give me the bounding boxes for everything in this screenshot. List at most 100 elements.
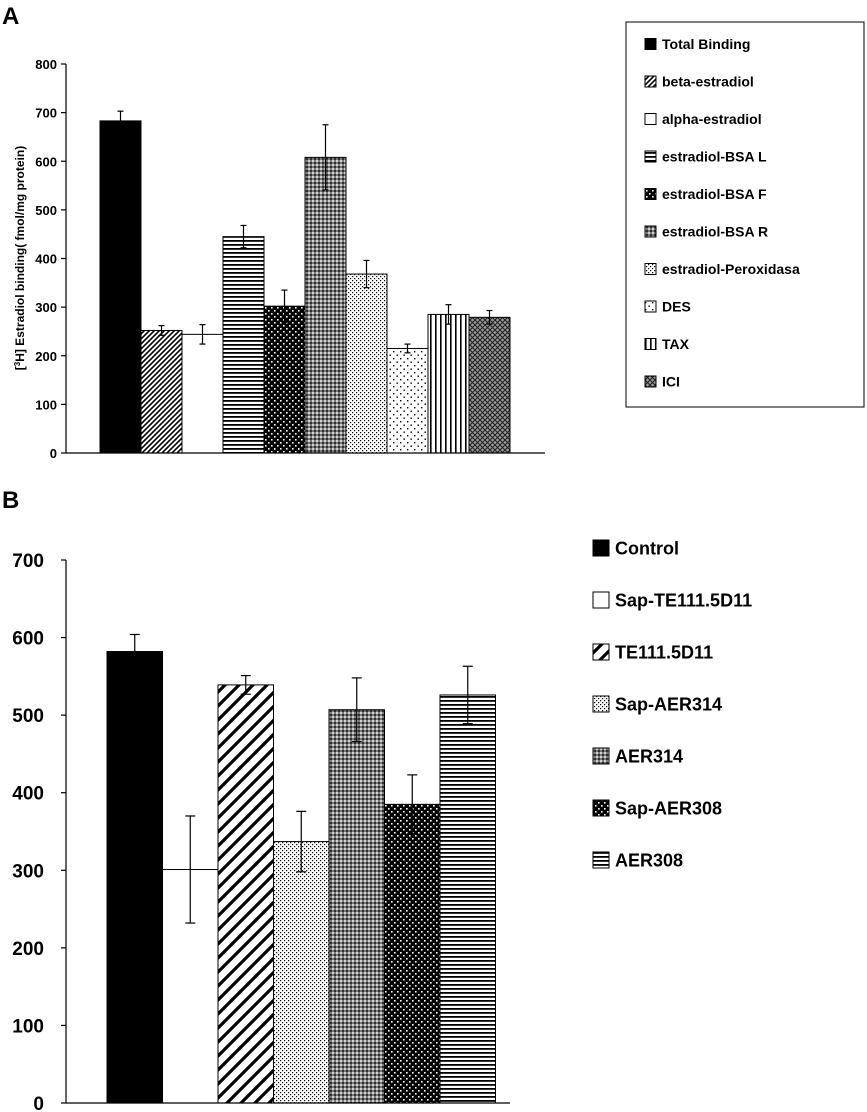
panel-a-bar-des [386,347,429,454]
panel-a-legend: Total Binding beta-estradiol alpha-estradi… [644,36,800,390]
panel-a-y-axis-ticks: 0 100 200 300 400 500 600 700 800 [35,57,66,461]
panel-b-bar-aer308 [439,694,496,1104]
panel-a-error-bar-estradiol-bsa-l [240,224,247,249]
panel-b-y-tick-label: 600 [12,629,44,650]
panel-a-bar-beta-estradiol [140,329,183,454]
legend-swatch [644,150,657,163]
panel-a-bar-total-binding [99,120,142,454]
legend-swatch [592,539,610,557]
panel-a-bar-ici [468,316,511,454]
panel-a-error-bar-alpha-estradiol [199,324,206,345]
legend-label: estradiol-BSA L [662,149,767,165]
legend-label: Total Binding [662,36,750,52]
legend-swatch [644,300,657,313]
panel-b-y-tick-label: 100 [12,1016,44,1037]
legend-swatch [592,799,610,817]
panel-a-legend-item-beta-estradiol: beta-estradiol [644,74,754,90]
panel-a-error-bar-ici [486,309,493,325]
panel-b-error-bar-control [129,633,140,652]
legend-label: estradiol-BSA F [662,186,767,202]
legend-swatch [644,113,657,125]
panel-a-error-bar-tax [445,304,452,325]
panel-b-y-tick-label: 400 [12,784,44,805]
panel-b-y-axis-ticks: 0 100 200 300 400 500 600 700 [12,551,66,1112]
panel-b-error-bar-sap-te111-5d11 [185,815,196,924]
panel-b-label: B [2,487,19,514]
panel-a-y-tick-label: 0 [50,446,57,461]
panel-a-error-bar-estradiol-bsa-f [281,289,288,323]
panel-a-legend-item-ici: ICI [644,374,680,390]
panel-a-error-bar-estradiol-bsa-r [322,124,329,191]
panel-a-bar-tax [427,313,470,454]
legend-swatch [592,643,610,661]
panel-b-bar-sap-aer308 [384,803,441,1104]
panel-b-bar-te111-5d11 [217,684,274,1104]
panel-b-legend-item-sap-aer314: Sap-AER314 [592,695,722,715]
panel-a-y-tick-label: 500 [35,203,57,218]
panel-a-bar-estradiol-peroxidasa [345,273,388,454]
legend-swatch [644,75,657,88]
panel-a-y-tick-label: 200 [35,349,57,364]
panel-a-bar-estradiol-bsa-f [263,305,306,454]
panel-b-legend-item-sap-aer308: Sap-AER308 [592,799,722,819]
panel-a-y-tick-label: 400 [35,252,57,267]
panel-a-bars [99,110,511,454]
panel-a-y-tick-label: 300 [35,300,57,315]
panel-a-legend-item-estradiol-peroxidasa: estradiol-Peroxidasa [644,261,800,277]
legend-swatch [644,188,657,200]
panel-a-bar-estradiol-bsa-r [304,156,347,454]
panel-a-legend-item-tax: TAX [644,336,690,352]
panel-a-axes [65,64,545,454]
legend-swatch [592,695,610,713]
legend-label: Sap-TE111.5D11 [615,591,752,611]
panel-b-error-bar-te111-5d11 [240,674,251,695]
panel-a-y-tick-label: 600 [35,154,57,169]
legend-label: Control [615,539,679,559]
legend-label: DES [662,299,691,315]
panel-a-y-tick-label: 100 [35,397,57,412]
legend-label: Sap-AER314 [615,695,722,715]
panel-b-y-tick-label: 500 [12,706,44,727]
legend-swatch [644,263,657,275]
panel-b-axes [65,560,510,1104]
panel-a-bar-alpha-estradiol [181,333,224,454]
legend-label: estradiol-BSA R [662,224,768,240]
legend-swatch [592,851,610,869]
panel-a-error-bar-total-binding [117,110,124,121]
legend-swatch [644,225,657,238]
panel-b-y-tick-label: 0 [33,1094,44,1112]
panel-b-bar-aer314 [328,709,385,1104]
legend-label: AER308 [615,851,683,871]
legend-label: AER314 [615,747,683,767]
legend-label: estradiol-Peroxidasa [662,261,800,277]
panel-a-legend-item-des: DES [644,299,691,315]
panel-b-bar-control [106,651,163,1104]
legend-swatch [644,375,657,388]
panel-a-legend-item-estradiol-bsa-r: estradiol-BSA R [644,224,768,240]
panel-b-y-tick-label: 300 [12,861,44,882]
legend-swatch [592,591,610,609]
legend-swatch [644,338,657,350]
panel-b-error-bar-aer308 [462,665,473,725]
panel-b-legend-item-control: Control [592,539,679,559]
panel-a-legend-item-alpha-estradiol: alpha-estradiol [644,111,762,127]
panel-b-y-tick-label: 200 [12,939,44,960]
panel-a-y-tick-label: 800 [35,57,57,72]
legend-label: TAX [662,336,690,352]
legend-label: alpha-estradiol [662,111,762,127]
panel-a-y-tick-label: 700 [35,106,57,121]
panel-a-y-axis-label: [3H] Estradiol binding( fmol/mg protein) [13,146,28,370]
panel-a-error-bar-des [404,343,411,354]
legend-label: beta-estradiol [662,74,754,90]
panel-b-bars [106,633,496,1104]
panel-b-legend-item-aer314: AER314 [592,747,683,767]
legend-label: TE111.5D11 [615,643,713,663]
panel-b-error-bar-sap-aer308 [407,774,418,835]
panel-a-legend-item-total-binding: Total Binding [644,36,750,52]
panel-a-legend-box [625,21,865,408]
panel-a-error-bar-estradiol-peroxidasa [363,259,370,289]
panel-b-legend-item-aer308: AER308 [592,851,683,871]
panel-b-y-tick-label: 700 [12,551,44,572]
panel-b-error-bar-sap-aer314 [296,810,307,873]
